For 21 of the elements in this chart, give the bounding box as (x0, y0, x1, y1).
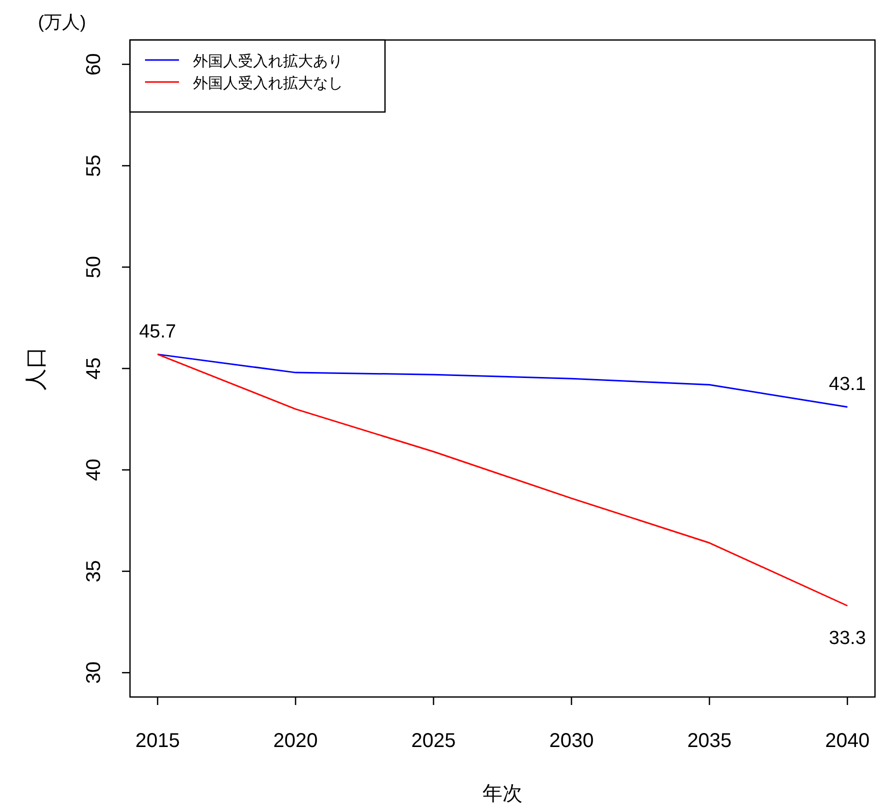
x-tick-label: 2020 (273, 730, 318, 752)
data-label: 45.7 (139, 321, 176, 342)
y-tick-label: 45 (83, 357, 105, 380)
legend-label: 外国人受入れ拡大なし (193, 75, 343, 92)
x-tick-label: 2030 (549, 730, 594, 752)
x-axis-title: 年次 (482, 783, 522, 805)
data-label: 43.1 (828, 374, 866, 396)
y-tick-label: 55 (83, 154, 105, 177)
y-tick-label: 35 (83, 560, 105, 582)
x-tick-label: 2015 (135, 730, 180, 752)
x-tick-label: 2025 (411, 730, 456, 752)
y-tick-label: 60 (83, 53, 105, 76)
y-tick-label: 50 (83, 256, 105, 278)
text: (万人) (38, 12, 86, 32)
legend-label: 外国人受入れ拡大あり (193, 53, 343, 70)
data-label: 33.3 (828, 628, 866, 649)
x-tick-label: 2035 (687, 730, 732, 752)
y-tick-label: 30 (83, 662, 105, 684)
x-tick-label: 2040 (825, 730, 870, 752)
y-tick-label: 40 (83, 458, 105, 482)
y-axis-title: 人口 (23, 346, 48, 390)
